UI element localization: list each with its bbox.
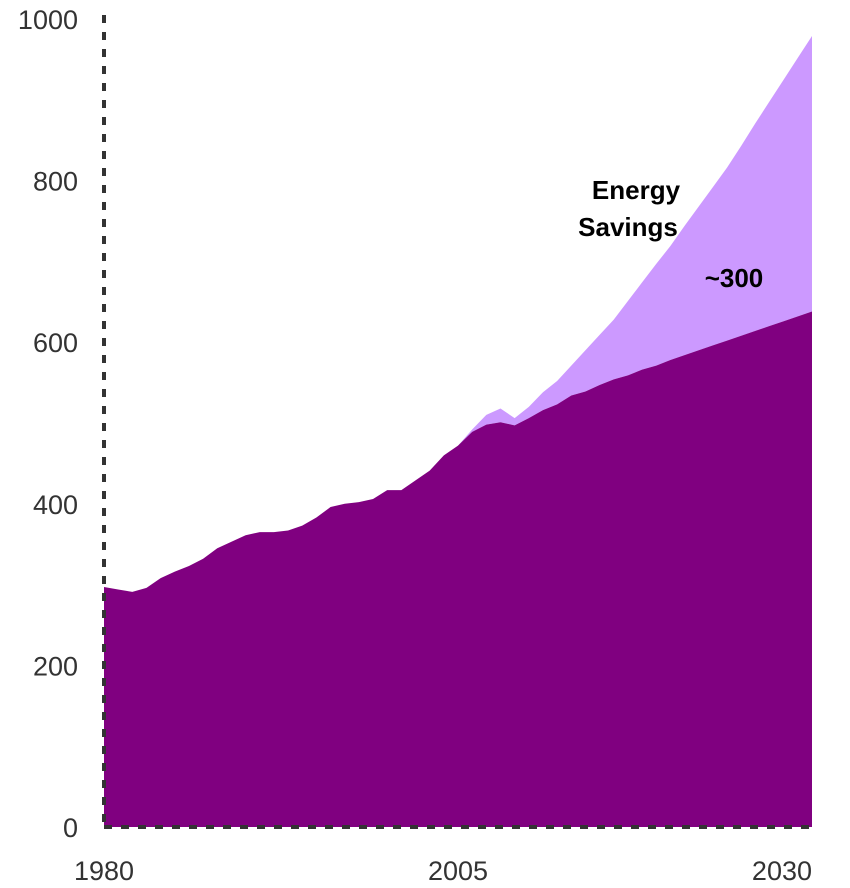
chart-ticks: 0 200 400 600 800 1000 1980 2005 2030 [18, 5, 812, 886]
x-tick-label: 1980 [74, 856, 134, 886]
y-tick-label: 800 [33, 167, 78, 197]
energy-savings-value-label: ~300 [705, 263, 764, 293]
x-tick-label: 2030 [752, 856, 812, 886]
energy-savings-label-line2: Savings [578, 212, 678, 242]
baseline-consumption-area [104, 311, 812, 828]
y-tick-label: 600 [33, 328, 78, 358]
y-tick-label: 0 [63, 813, 78, 843]
chart-areas [104, 35, 812, 828]
y-tick-label: 1000 [18, 5, 78, 35]
energy-savings-label-line1: Energy [592, 175, 681, 205]
y-tick-label: 200 [33, 651, 78, 681]
x-tick-label: 2005 [428, 856, 488, 886]
energy-savings-area [458, 35, 812, 446]
y-tick-label: 400 [33, 490, 78, 520]
